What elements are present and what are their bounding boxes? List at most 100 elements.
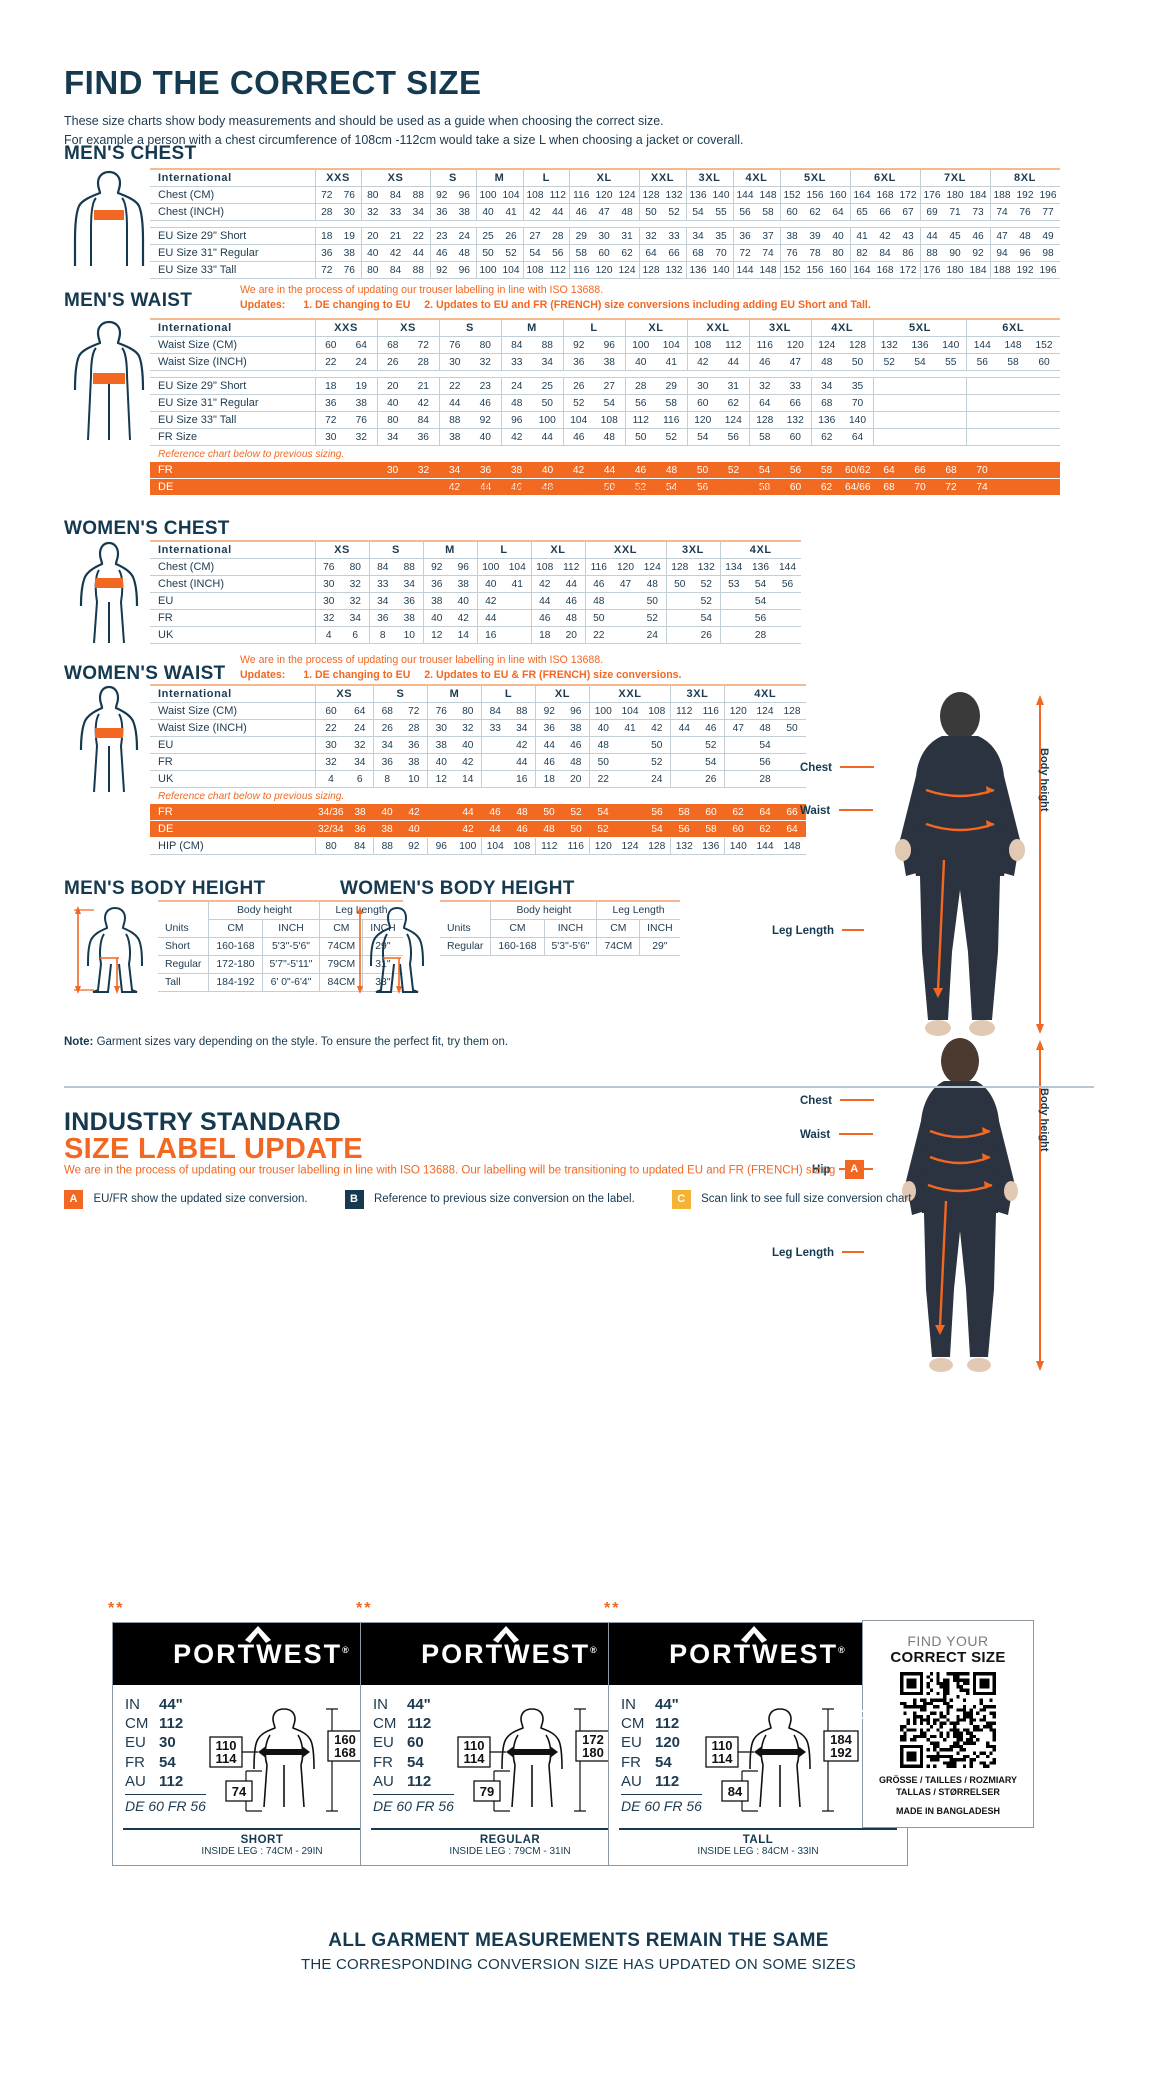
table-cell: 52 bbox=[697, 736, 725, 754]
table-cell: 28 bbox=[546, 227, 570, 245]
table-cell: 33 bbox=[368, 575, 396, 593]
table-cell: 124 bbox=[616, 837, 644, 855]
table-cell: 96 bbox=[500, 411, 532, 429]
male-leg-label-wrap: Leg Length bbox=[772, 921, 865, 939]
table-cell: 112 bbox=[558, 558, 585, 576]
label-size-value: 54 bbox=[407, 1753, 424, 1771]
table-cell: 52 bbox=[662, 203, 686, 221]
table-cell: 80 bbox=[360, 186, 384, 204]
table-cell: 32 bbox=[314, 753, 347, 771]
table-cell: 40 bbox=[532, 462, 563, 479]
table-cell bbox=[481, 753, 509, 771]
table-cell: 104 bbox=[481, 837, 509, 855]
male-chest-leader-line bbox=[840, 765, 875, 768]
table-cell: 38 bbox=[400, 753, 428, 771]
table-cell: 94 bbox=[989, 244, 1014, 262]
female-leg-length-label: Leg Length bbox=[772, 1247, 834, 1259]
size-col-header: 3XL bbox=[748, 318, 811, 337]
table-cell: 144 bbox=[732, 186, 757, 204]
label-badge-a: A bbox=[100, 1712, 110, 1727]
table-cell bbox=[1028, 411, 1060, 429]
table-cell: 26 bbox=[376, 353, 408, 371]
size-col-header: XXL bbox=[589, 684, 671, 703]
size-col-header: 5XL bbox=[779, 168, 850, 187]
table-row: FR Size 30 32 34 36 38 40 42 44 46 48 50 52 54 56 58 60 6… bbox=[150, 428, 1060, 446]
table-cell: 48 bbox=[508, 804, 536, 821]
table-cell: 140 bbox=[842, 411, 874, 429]
male-body-height-label-wrap: Body height bbox=[1038, 748, 1050, 817]
table-cell: 152 bbox=[779, 186, 804, 204]
bh-blank-cell bbox=[158, 900, 209, 920]
table-cell: 88 bbox=[508, 702, 536, 720]
table-cell: 34 bbox=[396, 575, 423, 593]
registered-mark: ® bbox=[838, 1644, 847, 1655]
table-cell bbox=[997, 411, 1029, 429]
table-cell: 44 bbox=[508, 753, 536, 771]
table-cell: 98 bbox=[1036, 244, 1060, 262]
label-size-value: 54 bbox=[159, 1753, 176, 1771]
table-cell: 108 bbox=[522, 186, 547, 204]
table-cell: 64 bbox=[873, 462, 905, 479]
female-chest-leader-line bbox=[840, 1098, 875, 1101]
table-cell: 80 bbox=[342, 558, 369, 576]
table-cell bbox=[997, 394, 1029, 412]
table-cell: 29 bbox=[569, 227, 593, 245]
table-cell bbox=[504, 592, 531, 610]
table-cell: 156 bbox=[803, 186, 827, 204]
qr-card[interactable]: FIND YOUR CORRECT SIZE GRÖSSE / TAILLES … bbox=[862, 1620, 1034, 1829]
table-cell: 96 bbox=[427, 837, 455, 855]
table-cell: 48 bbox=[500, 394, 532, 412]
table-cell: 44 bbox=[718, 353, 749, 371]
label-figure: 110 114 172 180 79 bbox=[454, 1695, 647, 1822]
registered-mark: ® bbox=[342, 1644, 351, 1655]
table-cell: 76 bbox=[1013, 203, 1037, 221]
table-cell: 33 bbox=[662, 227, 686, 245]
section-divider bbox=[64, 1086, 1094, 1088]
table-cell: 54 bbox=[685, 203, 710, 221]
table-cell: 92 bbox=[429, 186, 453, 204]
table-cell: 36 bbox=[732, 227, 757, 245]
table-cell: 32 bbox=[314, 609, 342, 627]
table-cell: 48 bbox=[589, 736, 617, 754]
row-label: FR Size bbox=[150, 428, 315, 446]
table-cell: 8 bbox=[373, 770, 401, 788]
table-cell: 124 bbox=[718, 411, 749, 429]
table-cell: 108 bbox=[686, 336, 718, 354]
table-cell bbox=[774, 626, 801, 644]
table-cell: 124 bbox=[751, 702, 779, 720]
table-cell: 30 bbox=[338, 203, 361, 221]
table-cell: 34 bbox=[532, 353, 563, 371]
row-label: DE bbox=[150, 820, 315, 838]
table-cell: 41 bbox=[504, 575, 531, 593]
size-col-header: 4XL bbox=[810, 318, 874, 337]
table-cell: 58 bbox=[569, 244, 593, 262]
table-cell: 44 bbox=[407, 244, 430, 262]
table-row: Waist Size (INCH) 22 24 26 28 30 32 33 34 36 38 40 4… bbox=[150, 719, 806, 737]
qr-code-image[interactable] bbox=[871, 1672, 1025, 1768]
womens-waist-title: WOMEN'S WAIST bbox=[64, 663, 226, 684]
svg-text:172: 172 bbox=[582, 1732, 604, 1747]
table-cell: 152 bbox=[1028, 336, 1060, 354]
svg-text:110: 110 bbox=[463, 1738, 484, 1753]
table-cell: 36 bbox=[368, 609, 396, 627]
table-cell: 42 bbox=[508, 736, 536, 754]
table-cell bbox=[315, 462, 346, 479]
table-cell: 56 bbox=[643, 804, 671, 821]
table-cell: 62 bbox=[751, 820, 779, 838]
table-cell: 88 bbox=[396, 558, 423, 576]
table-cell: 40 bbox=[475, 203, 500, 221]
male-model-photo bbox=[870, 690, 1070, 1040]
table-cell bbox=[935, 394, 967, 412]
table-cell: 42 bbox=[384, 244, 407, 262]
table-cell: 47 bbox=[724, 719, 752, 737]
qr-languages-line1: GRÖSSE / TAILLES / ROZMIARY bbox=[878, 1775, 1017, 1785]
table-cell: 34 bbox=[407, 203, 430, 221]
size-col-header: M bbox=[422, 540, 477, 559]
table-cell: 176 bbox=[919, 186, 944, 204]
table-cell bbox=[377, 478, 408, 495]
svg-text:168: 168 bbox=[334, 1745, 356, 1760]
label-size-row: AU 112 bbox=[373, 1772, 454, 1791]
table-cell: 76 bbox=[438, 336, 470, 354]
table-cell: 44 bbox=[470, 478, 501, 495]
table-cell: 44 bbox=[919, 227, 944, 245]
